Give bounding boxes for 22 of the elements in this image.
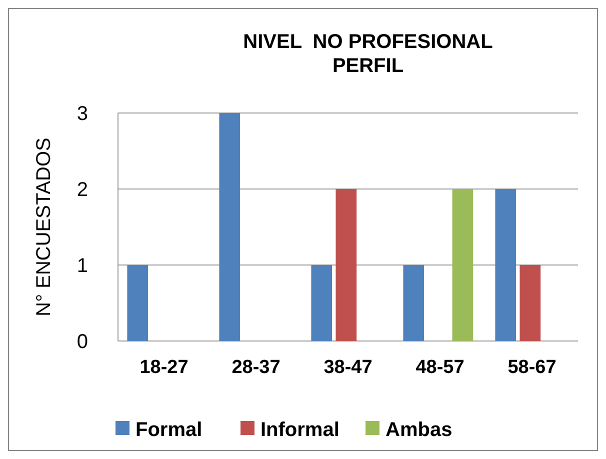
x-tick-label: 18-27 [140,357,188,378]
x-tick-label: 48-57 [416,357,464,378]
bar [452,189,474,341]
bar [127,265,148,341]
bar [403,265,424,341]
x-tick-label: 58-67 [508,357,556,378]
legend-label: Informal [260,419,340,441]
y-tick-label: 1 [76,255,88,277]
x-tick-label: 38-47 [324,357,372,378]
chart-title: NIVEL NO PROFESIONAL PERFIL [243,31,493,77]
x-tick-label: 28-37 [232,357,280,378]
bar [336,189,357,341]
bar [311,265,332,341]
legend-label: Ambas [386,419,452,441]
y-tick-label: 3 [76,103,88,125]
legend-label: Formal [136,419,202,441]
y-axis-title: N° ENCUESTADOS [33,138,55,316]
bar [495,189,516,341]
bar [219,113,240,341]
bar [520,265,541,341]
y-tick-label: 2 [76,179,88,201]
y-tick-label: 0 [76,331,88,353]
